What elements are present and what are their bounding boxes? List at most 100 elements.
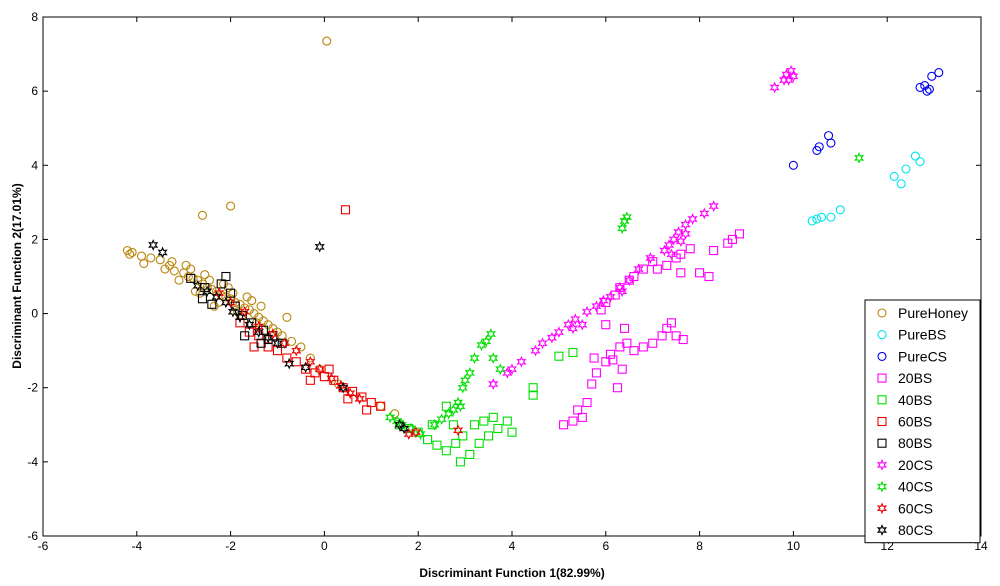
data-point-40bs bbox=[528, 390, 538, 400]
data-point-purehoney bbox=[181, 260, 191, 270]
data-point-20cs bbox=[659, 244, 670, 257]
data-point-20bs bbox=[589, 353, 599, 363]
data-point-purebs bbox=[835, 205, 845, 215]
data-point-20bs bbox=[704, 271, 714, 282]
data-point-20bs bbox=[638, 342, 648, 352]
y-axis-title: Discriminant Function 2(17.01%) bbox=[10, 183, 24, 368]
data-point-20bs bbox=[662, 260, 672, 270]
legend-label-20cs: 20CS bbox=[898, 457, 933, 473]
y-tick-label: -6 bbox=[27, 529, 38, 543]
data-point-20bs bbox=[605, 349, 616, 359]
data-point-40bs bbox=[448, 420, 458, 430]
data-point-80cs bbox=[220, 296, 231, 309]
data-point-60bs bbox=[376, 401, 386, 411]
data-point-60cs bbox=[326, 372, 337, 385]
data-point-20bs bbox=[676, 268, 686, 278]
y-tick-label: 4 bbox=[31, 158, 38, 172]
data-point-80cs bbox=[202, 285, 213, 298]
data-point-20cs bbox=[699, 207, 710, 220]
data-point-40bs bbox=[469, 420, 480, 430]
legend-label-40cs: 40CS bbox=[898, 479, 933, 495]
legend-label-80cs: 80CS bbox=[898, 522, 933, 538]
data-point-purecs bbox=[922, 86, 932, 96]
data-point-purehoney bbox=[169, 266, 179, 276]
legend: PureHoney PureBS PureCS 20BS 40BS 60BS 80BS 20C… bbox=[864, 299, 981, 544]
x-tick-label: 6 bbox=[602, 539, 609, 553]
x-tick-label: -2 bbox=[225, 539, 236, 553]
data-point-80cs bbox=[253, 326, 264, 338]
data-point-80cs bbox=[314, 240, 325, 253]
data-point-20cs bbox=[570, 313, 581, 325]
data-point-purehoney bbox=[247, 296, 257, 306]
data-point-20bs bbox=[620, 323, 630, 333]
legend-marker-60cs bbox=[876, 502, 888, 515]
data-point-20bs bbox=[652, 264, 662, 274]
data-point-40cs bbox=[481, 335, 492, 348]
data-point-40bs bbox=[488, 412, 498, 422]
x-tick-label: 4 bbox=[509, 539, 516, 553]
data-point-20cs bbox=[633, 263, 644, 275]
data-point-60cs bbox=[354, 392, 365, 405]
legend-marker-20cs bbox=[876, 458, 888, 471]
x-tick-label: 0 bbox=[321, 539, 328, 553]
data-point-60bs bbox=[235, 318, 245, 328]
x-tick-label: 8 bbox=[696, 539, 703, 553]
data-point-purehoney bbox=[282, 312, 292, 322]
data-point-80bs bbox=[186, 273, 196, 283]
data-point-80bs bbox=[240, 331, 250, 341]
data-point-60cs bbox=[267, 328, 278, 340]
data-point-purecs bbox=[915, 82, 925, 92]
data-point-20cs bbox=[516, 355, 527, 368]
data-point-20bs bbox=[685, 244, 695, 254]
legend-marker-40cs bbox=[876, 480, 888, 493]
y-tick-label: -4 bbox=[27, 455, 38, 469]
data-point-20cs bbox=[666, 248, 677, 261]
data-point-20bs bbox=[657, 331, 667, 341]
data-point-80cs bbox=[394, 418, 405, 431]
data-point-80bs bbox=[221, 271, 231, 282]
data-point-60cs bbox=[314, 363, 325, 376]
data-point-purehoney bbox=[127, 247, 137, 257]
data-point-40bs bbox=[441, 446, 451, 456]
data-point-20cs bbox=[668, 233, 679, 246]
data-point-purehoney bbox=[125, 249, 135, 259]
data-point-purehoney bbox=[197, 210, 208, 220]
data-point-20bs bbox=[709, 246, 719, 256]
data-point-60bs bbox=[305, 375, 315, 385]
data-point-purebs bbox=[826, 212, 836, 222]
data-point-20cs bbox=[581, 305, 593, 318]
data-point-40cs bbox=[457, 381, 468, 394]
data-point-20cs bbox=[598, 294, 609, 307]
data-point-20cs bbox=[680, 228, 691, 240]
data-point-20cs bbox=[537, 337, 548, 350]
data-point-purebs bbox=[901, 164, 911, 174]
data-point-40cs bbox=[488, 352, 499, 364]
data-point-60bs bbox=[324, 364, 334, 374]
data-point-20cs bbox=[624, 274, 635, 287]
data-point-40cs bbox=[476, 339, 487, 352]
data-point-20cs bbox=[546, 331, 558, 344]
data-point-80bs bbox=[216, 279, 226, 289]
data-point-purebs bbox=[812, 214, 822, 224]
legend-marker-60bs bbox=[877, 416, 887, 427]
data-point-20cs bbox=[675, 235, 686, 248]
x-tick-label: -4 bbox=[131, 539, 142, 553]
legend-label-60bs: 60BS bbox=[898, 414, 932, 430]
data-point-80cs bbox=[148, 239, 159, 251]
data-point-purecs bbox=[788, 160, 798, 170]
y-tick-label: 2 bbox=[31, 232, 38, 246]
data-point-40bs bbox=[458, 431, 468, 441]
data-point-40bs bbox=[455, 457, 465, 467]
data-point-purehoney bbox=[155, 255, 165, 265]
y-tick-label: -2 bbox=[27, 381, 38, 395]
data-point-40cs bbox=[459, 374, 471, 387]
data-point-80cs bbox=[398, 422, 410, 435]
data-point-40cs bbox=[495, 363, 506, 376]
data-point-40bs bbox=[441, 401, 451, 411]
data-point-20bs bbox=[608, 355, 618, 365]
data-point-20bs bbox=[671, 331, 681, 341]
data-point-20bs bbox=[601, 357, 611, 367]
data-point-purecs bbox=[812, 145, 822, 156]
data-point-purehoney bbox=[322, 36, 332, 46]
